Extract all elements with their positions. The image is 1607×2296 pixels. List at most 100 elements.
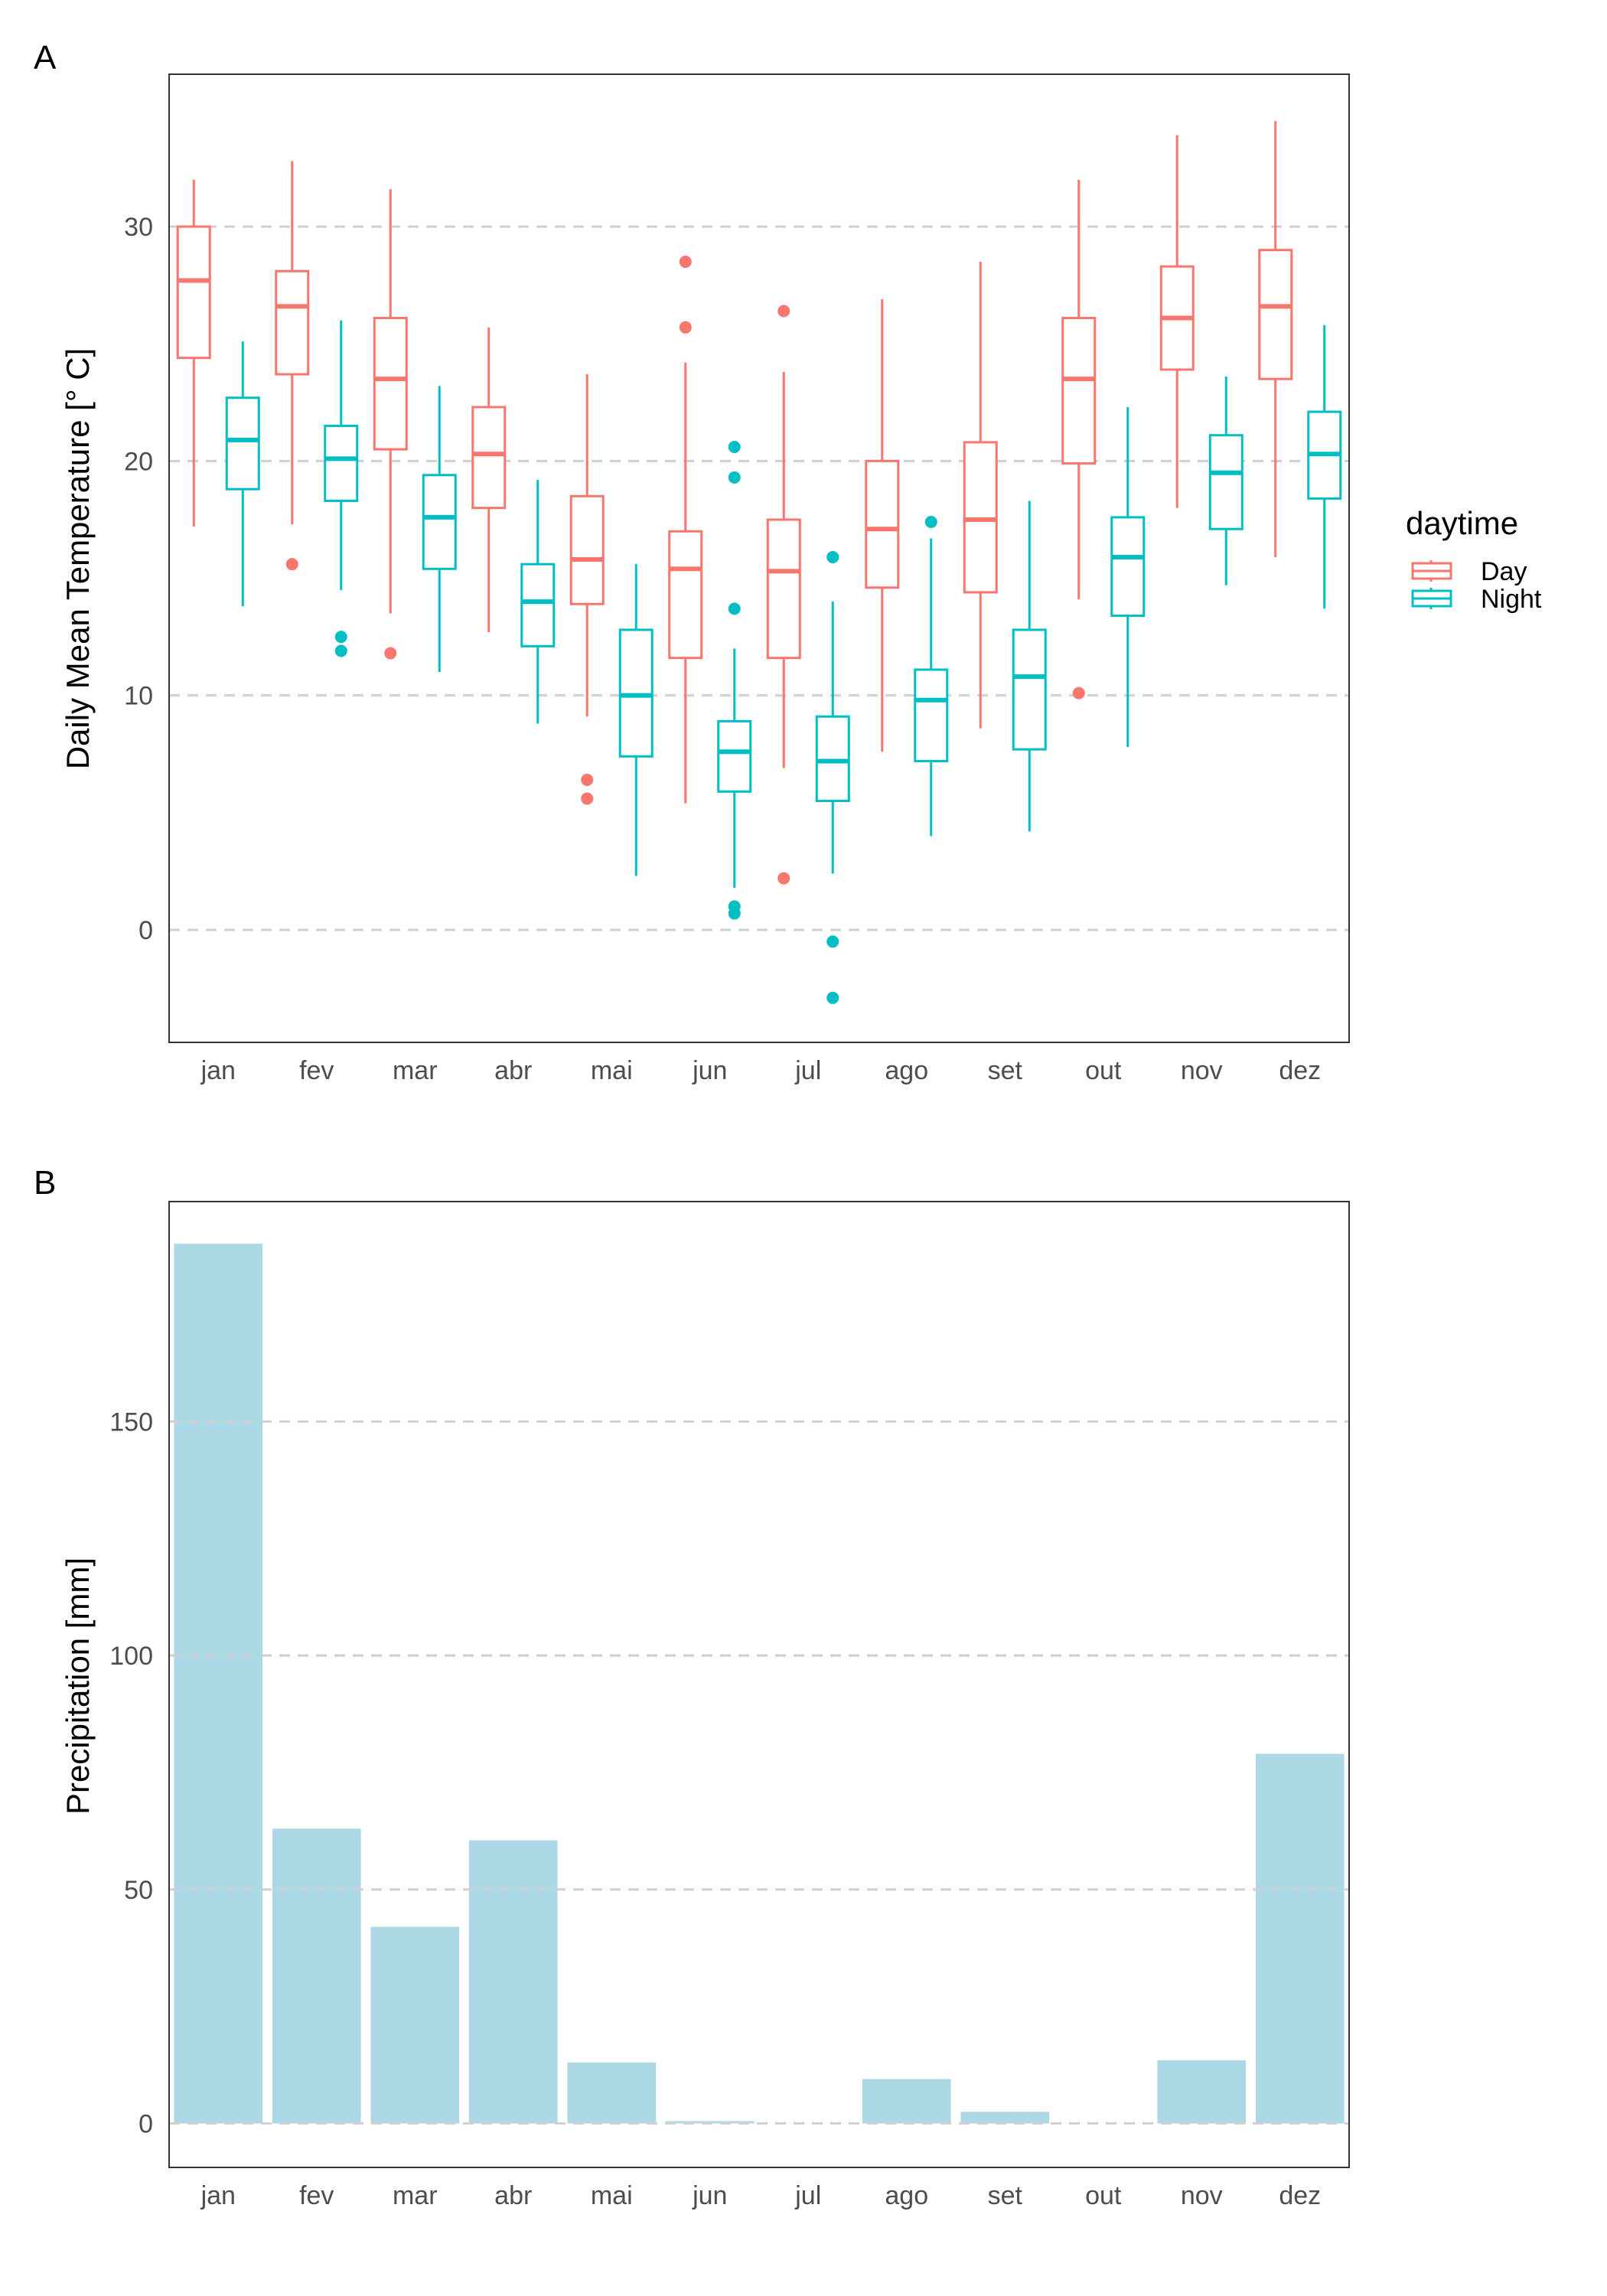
x-tick-label: ago [885,2181,928,2210]
panel-b-tag: B [34,1164,56,1202]
x-tick-label: jul [794,1056,821,1085]
outlier-point [728,907,741,920]
bar [1255,1753,1345,2124]
x-tick-label: fev [299,2181,334,2210]
y-tick-label: 20 [124,447,153,476]
panel-a-tag: A [34,39,57,77]
panel-a-y-tick-labels: 0 10 20 30 [124,213,153,945]
panel-b-bars [174,1244,1345,2124]
x-tick-label: out [1085,2181,1122,2210]
x-tick-label: jan [200,2181,236,2210]
box-iqr [1110,516,1146,618]
box-iqr [668,530,703,660]
outlier-point [285,558,298,571]
box-iqr [471,406,507,510]
x-tick-label: nov [1181,2181,1223,2210]
legend-label-day: Day [1481,557,1527,586]
outlier-point [728,602,741,615]
box-iqr [422,474,457,570]
x-tick-label: dez [1279,2181,1321,2210]
x-tick-label: abr [494,2181,532,2210]
panel-b-frame [168,1201,1350,2168]
bar [272,1828,361,2124]
outlier-point [334,631,347,644]
bar [468,1840,558,2124]
panel-a-gridlines [169,225,1349,931]
x-tick-label: jan [200,1056,236,1085]
box-iqr [176,225,211,360]
y-tick-label: 10 [124,682,153,711]
outlier-point [777,872,790,885]
panel-b-y-tick-labels: 0 50 100 150 [109,1407,153,2138]
outlier-point [924,516,937,529]
y-tick-label: 100 [109,1642,153,1671]
panel-b-y-axis-title: Precipitation [mm] [60,1557,96,1815]
x-tick-label: mai [591,1056,633,1085]
box-iqr [1012,628,1047,751]
panel-a-legend: daytime Day Night [1406,505,1542,614]
x-tick-label: fev [299,1056,334,1085]
y-tick-label: 30 [124,213,153,242]
box-iqr [766,518,801,660]
panel-b-gridlines [169,1420,1349,2125]
panel-a-y-axis-title: Daily Mean Temperature [° C] [60,348,96,770]
outlier-point [728,441,741,454]
x-tick-label: out [1085,1056,1122,1085]
x-tick-label: ago [885,1056,928,1085]
x-tick-label: dez [1279,1056,1321,1085]
box-iqr [373,317,408,451]
outlier-point [384,647,397,660]
bar [174,1244,263,2124]
legend-label-night: Night [1481,585,1542,614]
panel-b: B 0 50 100 150 jan fev mar abr mai jun jul ago set o… [34,1164,1350,2210]
panel-a-x-tick-labels: jan fev mar abr mai jun jul ago set out nov dez [200,1056,1322,1085]
box-iqr [1208,434,1244,530]
bar [960,2112,1050,2124]
box-iqr [717,719,752,793]
panel-a-boxes [176,121,1342,1004]
x-tick-label: mar [393,1056,438,1085]
y-tick-label: 0 [139,2110,153,2139]
outlier-point [826,550,839,563]
x-tick-label: mai [591,2181,633,2210]
outlier-point [728,471,741,484]
outlier-point [679,256,692,269]
outlier-point [826,991,839,1004]
bar [567,2063,657,2124]
x-tick-label: set [988,2181,1023,2210]
x-tick-label: jun [692,1056,727,1085]
outlier-point [334,644,347,657]
box-iqr [520,563,556,647]
x-tick-label: set [988,1056,1023,1085]
y-tick-label: 150 [109,1407,153,1437]
legend-key-night [1411,588,1452,609]
box-iqr [865,459,900,589]
outlier-point [581,773,594,786]
bar [862,2079,951,2124]
x-tick-label: abr [494,1056,532,1085]
legend-keys [1411,560,1452,609]
box-iqr [569,494,605,605]
panel-a: A 0 10 20 30 jan fev mar abr mai jun jul ago set out… [34,39,1542,1085]
x-tick-label: nov [1181,1056,1223,1085]
bar [1157,2060,1247,2124]
legend-key-day [1411,560,1452,582]
outlier-point [777,305,790,318]
outlier-point [1072,687,1085,700]
bar [370,1926,460,2124]
box-iqr [275,269,310,376]
outlier-point [581,792,594,805]
box-iqr [324,424,359,502]
box-iqr [225,396,260,491]
panel-a-frame [168,73,1350,1043]
panel-b-x-tick-labels: jan fev mar abr mai jun jul ago set out nov dez [200,2181,1322,2210]
bar [665,2121,755,2124]
box-iqr [618,628,654,758]
box-iqr [1061,317,1097,465]
outlier-point [679,321,692,334]
legend-title: daytime [1406,505,1518,541]
x-tick-label: jul [794,2181,821,2210]
y-tick-label: 50 [124,1876,153,1905]
y-tick-label: 0 [139,916,153,945]
